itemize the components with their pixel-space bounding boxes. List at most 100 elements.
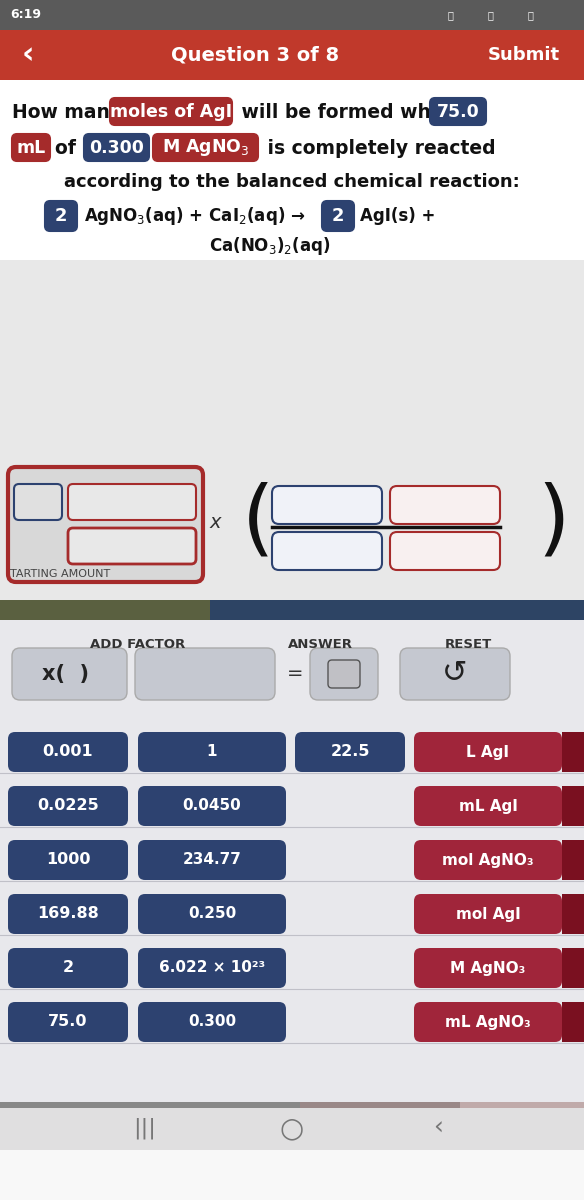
FancyBboxPatch shape [400, 648, 510, 700]
FancyBboxPatch shape [562, 786, 584, 826]
Text: 🔋: 🔋 [527, 10, 533, 20]
FancyBboxPatch shape [295, 732, 405, 772]
FancyBboxPatch shape [138, 732, 286, 772]
FancyBboxPatch shape [0, 0, 584, 30]
Text: 2: 2 [332, 206, 344, 226]
Text: of: of [55, 138, 82, 157]
FancyBboxPatch shape [322, 200, 354, 230]
Text: mol AgI: mol AgI [456, 906, 520, 922]
Text: L AgI: L AgI [467, 744, 509, 760]
Text: is completely reacted: is completely reacted [261, 138, 496, 157]
FancyBboxPatch shape [12, 648, 127, 700]
FancyBboxPatch shape [153, 134, 258, 161]
FancyBboxPatch shape [0, 1105, 584, 1150]
Text: 0.250: 0.250 [188, 906, 236, 922]
FancyBboxPatch shape [414, 786, 562, 826]
FancyBboxPatch shape [414, 840, 562, 880]
Text: 75.0: 75.0 [437, 103, 479, 121]
Text: 6.022 × 10²³: 6.022 × 10²³ [159, 960, 265, 976]
FancyBboxPatch shape [562, 732, 584, 772]
Text: moles of AgI: moles of AgI [110, 103, 232, 121]
Text: Ca(NO$_3$)$_2$(aq): Ca(NO$_3$)$_2$(aq) [209, 235, 331, 257]
FancyBboxPatch shape [135, 648, 275, 700]
FancyBboxPatch shape [0, 1102, 300, 1108]
Text: 1: 1 [207, 744, 217, 760]
FancyBboxPatch shape [8, 732, 128, 772]
FancyBboxPatch shape [414, 732, 562, 772]
Text: 0.001: 0.001 [43, 744, 93, 760]
FancyBboxPatch shape [328, 660, 360, 688]
Text: Question 3 of 8: Question 3 of 8 [171, 46, 339, 65]
Text: x(  ): x( ) [41, 664, 89, 684]
Text: AgNO$_3$(aq) + CaI$_2$(aq) →: AgNO$_3$(aq) + CaI$_2$(aq) → [84, 205, 305, 227]
FancyBboxPatch shape [272, 532, 382, 570]
FancyBboxPatch shape [414, 894, 562, 934]
Text: 2: 2 [62, 960, 74, 976]
Text: x: x [209, 512, 221, 532]
FancyBboxPatch shape [390, 532, 500, 570]
FancyBboxPatch shape [310, 648, 378, 700]
FancyBboxPatch shape [14, 484, 62, 520]
FancyBboxPatch shape [0, 600, 210, 620]
Text: will be formed when: will be formed when [235, 102, 464, 121]
Text: ↺: ↺ [442, 660, 468, 689]
FancyBboxPatch shape [68, 484, 196, 520]
Text: (: ( [242, 481, 274, 563]
FancyBboxPatch shape [300, 1102, 460, 1108]
Text: How many: How many [12, 102, 128, 121]
FancyBboxPatch shape [8, 840, 128, 880]
FancyBboxPatch shape [8, 786, 128, 826]
Text: 📶: 📶 [487, 10, 493, 20]
FancyBboxPatch shape [138, 894, 286, 934]
FancyBboxPatch shape [230, 472, 580, 602]
Text: 2: 2 [55, 206, 67, 226]
FancyBboxPatch shape [272, 486, 382, 524]
Text: 1000: 1000 [46, 852, 91, 868]
FancyBboxPatch shape [562, 840, 584, 880]
FancyBboxPatch shape [562, 948, 584, 988]
FancyBboxPatch shape [138, 786, 286, 826]
Text: mL AgI: mL AgI [458, 798, 517, 814]
Text: 0.300: 0.300 [89, 139, 144, 157]
FancyBboxPatch shape [0, 620, 584, 1150]
FancyBboxPatch shape [430, 98, 486, 125]
Text: M AgNO$_3$: M AgNO$_3$ [162, 138, 249, 158]
Text: ‹: ‹ [22, 41, 34, 70]
Text: RESET: RESET [444, 638, 492, 652]
FancyBboxPatch shape [68, 528, 196, 564]
FancyBboxPatch shape [0, 1150, 584, 1200]
FancyBboxPatch shape [110, 98, 232, 125]
Text: 234.77: 234.77 [183, 852, 241, 868]
FancyBboxPatch shape [45, 200, 77, 230]
FancyBboxPatch shape [460, 1102, 584, 1108]
Text: ADD FACTOR: ADD FACTOR [90, 638, 185, 652]
FancyBboxPatch shape [8, 948, 128, 988]
Text: according to the balanced chemical reaction:: according to the balanced chemical react… [64, 173, 520, 191]
FancyBboxPatch shape [0, 30, 584, 80]
Text: mL: mL [16, 139, 46, 157]
Text: mL AgNO₃: mL AgNO₃ [445, 1014, 531, 1030]
Text: 0.300: 0.300 [188, 1014, 236, 1030]
Text: ): ) [538, 481, 570, 563]
FancyBboxPatch shape [390, 486, 500, 524]
FancyBboxPatch shape [12, 134, 50, 161]
FancyBboxPatch shape [0, 80, 584, 610]
FancyBboxPatch shape [138, 948, 286, 988]
Text: 75.0: 75.0 [48, 1014, 88, 1030]
FancyBboxPatch shape [0, 260, 584, 610]
Text: M AgNO₃: M AgNO₃ [450, 960, 526, 976]
Text: Submit: Submit [488, 46, 560, 64]
Text: 22.5: 22.5 [330, 744, 370, 760]
FancyBboxPatch shape [8, 894, 128, 934]
FancyBboxPatch shape [210, 600, 584, 620]
FancyBboxPatch shape [8, 1002, 128, 1042]
Text: |||: ||| [134, 1117, 157, 1139]
FancyBboxPatch shape [414, 948, 562, 988]
FancyBboxPatch shape [138, 840, 286, 880]
Text: 0.0450: 0.0450 [183, 798, 241, 814]
Text: =: = [287, 665, 303, 684]
Text: ANSWER: ANSWER [287, 638, 353, 652]
FancyBboxPatch shape [138, 1002, 286, 1042]
Text: 169.88: 169.88 [37, 906, 99, 922]
Text: ‹: ‹ [433, 1116, 443, 1140]
